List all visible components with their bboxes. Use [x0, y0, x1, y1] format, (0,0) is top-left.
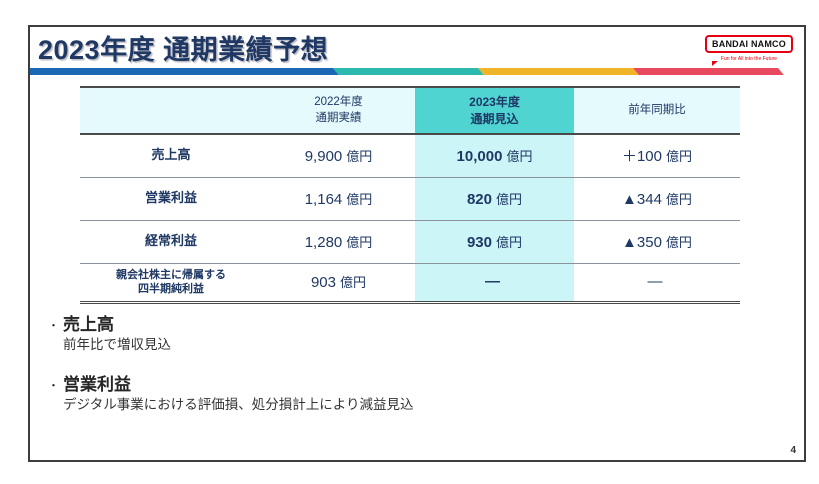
unit: 億円 [666, 149, 693, 165]
fy2022-cell: 1,280 億円 [262, 220, 415, 263]
unit: 億円 [496, 234, 523, 250]
logo-tagline: Fun for All into the Future [720, 56, 778, 62]
unit: 億円 [496, 191, 523, 207]
value: 10,000 [456, 147, 503, 165]
note-heading: 売上高 [63, 315, 114, 334]
unit: 億円 [665, 234, 692, 250]
value: ― [647, 273, 663, 290]
unit: 億円 [665, 191, 692, 207]
fy2022-cell: 9,900 億円 [262, 134, 415, 177]
table-row-ordinary-profit: 経常利益 1,280 億円 930 億円 ▲350 億円 [80, 220, 740, 263]
value: ― [485, 273, 500, 290]
page-number: 4 [790, 445, 796, 456]
bullet-icon: ・ [48, 320, 59, 332]
row-label: 売上高 [151, 147, 191, 163]
unit: 億円 [506, 148, 533, 164]
yoy-cell: ▲344 億円 [574, 177, 740, 220]
table-row-operating-profit: 営業利益 1,164 億円 820 億円 ▲344 億円 [80, 177, 740, 220]
unit: 億円 [346, 148, 373, 164]
note-operating-profit: ・ 営業利益 デジタル事業における評価損、処分損計上により減益見込 [48, 375, 768, 413]
bandai-namco-logo: BANDAI NAMCO Fun for All into the Future [705, 35, 793, 66]
financial-forecast-table: 2022年度 通期実績 2023年度 通期見込 前年同期比 売上高 9,900 億… [80, 86, 740, 304]
header-empty [80, 86, 262, 135]
accent-segment-yellow [478, 68, 639, 75]
logo-speech-tail-icon [712, 61, 718, 66]
fy2023-cell: ― [415, 263, 574, 302]
header-yoy: 前年同期比 [574, 86, 740, 135]
yoy-cell: ― [574, 263, 740, 302]
bullet-icon: ・ [48, 380, 59, 392]
value: 1,280 [304, 233, 343, 251]
note-detail: 前年比で増収見込 [63, 337, 171, 352]
notes-section: ・ 売上高 前年比で増収見込 ・ 営業利益 デジタル事業における評価損、処分損計… [48, 315, 768, 435]
fy2023-cell: 930 億円 [415, 220, 574, 263]
value: ▲344 [622, 190, 662, 208]
note-detail: デジタル事業における評価損、処分損計上により減益見込 [63, 397, 414, 412]
accent-segment-blue [30, 68, 339, 75]
unit: 億円 [340, 275, 367, 290]
value: 903 [310, 274, 336, 291]
yoy-cell: ▲350 億円 [574, 220, 740, 263]
header-fy2023: 2023年度 通期見込 [415, 86, 574, 135]
value: 930 [466, 233, 492, 251]
unit: 億円 [346, 191, 373, 207]
slide: 2023年度 通期業績予想 BANDAI NAMCO Fun for All i… [28, 25, 806, 462]
page-title: 2023年度 通期業績予想 [38, 35, 329, 65]
value: 9,900 [304, 147, 343, 165]
accent-segment-teal [333, 68, 484, 75]
value: 1,164 [304, 190, 343, 208]
note-heading: 営業利益 [63, 375, 131, 394]
fy2022-cell: 1,164 億円 [262, 177, 415, 220]
value: ▲350 [622, 233, 662, 251]
unit: 億円 [346, 234, 373, 250]
accent-segment-red [633, 68, 784, 75]
fy2022-cell: 903 億円 [262, 263, 415, 302]
table-row-net-sales: 売上高 9,900 億円 10,000 億円 ＋100 億円 [80, 134, 740, 177]
table-header-row: 2022年度 通期実績 2023年度 通期見込 前年同期比 [80, 86, 740, 135]
row-label: 親会社株主に帰属する 四半期純利益 [116, 268, 226, 295]
accent-bar [30, 68, 786, 75]
row-label: 営業利益 [144, 190, 197, 206]
value: ＋100 [621, 148, 662, 166]
table-row-net-profit: 親会社株主に帰属する 四半期純利益 903 億円 ― ― [80, 263, 740, 302]
yoy-cell: ＋100 億円 [574, 134, 740, 177]
fy2023-cell: 10,000 億円 [415, 134, 574, 177]
note-net-sales: ・ 売上高 前年比で増収見込 [48, 315, 768, 353]
row-label: 経常利益 [144, 233, 197, 249]
fy2023-cell: 820 億円 [415, 177, 574, 220]
header-fy2022: 2022年度 通期実績 [262, 86, 415, 135]
value: 820 [466, 190, 492, 208]
logo-wordmark: BANDAI NAMCO [705, 35, 793, 53]
